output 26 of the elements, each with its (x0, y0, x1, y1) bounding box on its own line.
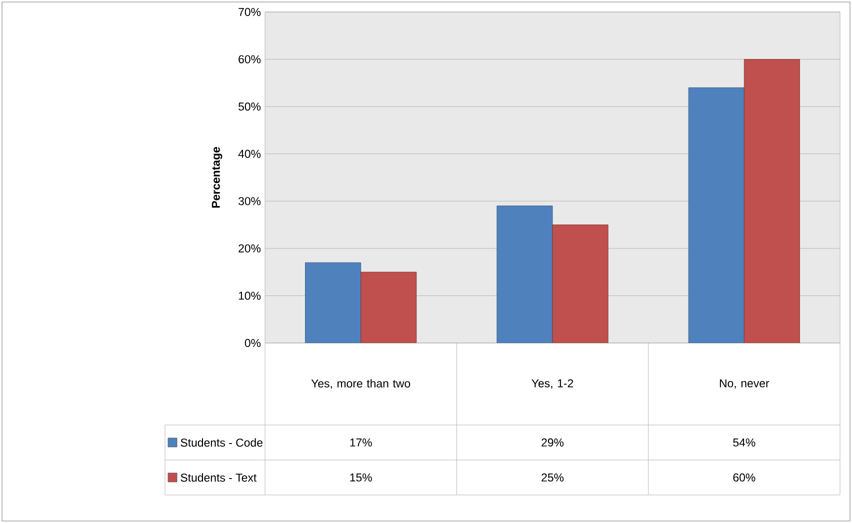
bar (552, 224, 608, 343)
bar (305, 262, 362, 343)
y-tick-label: 20% (238, 244, 261, 252)
data-label: 54% (733, 438, 756, 447)
bar (360, 272, 417, 343)
y-tick-label: 0% (244, 338, 261, 348)
data-label: 15% (350, 473, 372, 482)
bar (496, 206, 553, 343)
y-tick-label: 10% (238, 292, 261, 300)
legend-label: Students - Text (180, 473, 257, 482)
data-label: 17% (350, 438, 372, 446)
x-tick-label: Yes, more than two (311, 379, 410, 389)
legend-label: Students - Code (180, 438, 262, 447)
data-label: 29% (542, 438, 564, 447)
data-label: 60% (733, 473, 756, 482)
data-label: 25% (542, 473, 564, 482)
y-tick-label: 70% (238, 8, 261, 16)
y-tick-label: 30% (238, 197, 261, 206)
bar (744, 59, 800, 343)
bar (688, 87, 744, 343)
x-tick-label: Yes, 1-2 (532, 379, 574, 389)
x-tick-label: No, never (720, 379, 770, 389)
y-tick-label: 60% (238, 55, 261, 64)
y-axis-title: Percentage (212, 146, 222, 208)
y-tick-label: 40% (238, 150, 261, 158)
y-tick-label: 50% (238, 102, 261, 111)
